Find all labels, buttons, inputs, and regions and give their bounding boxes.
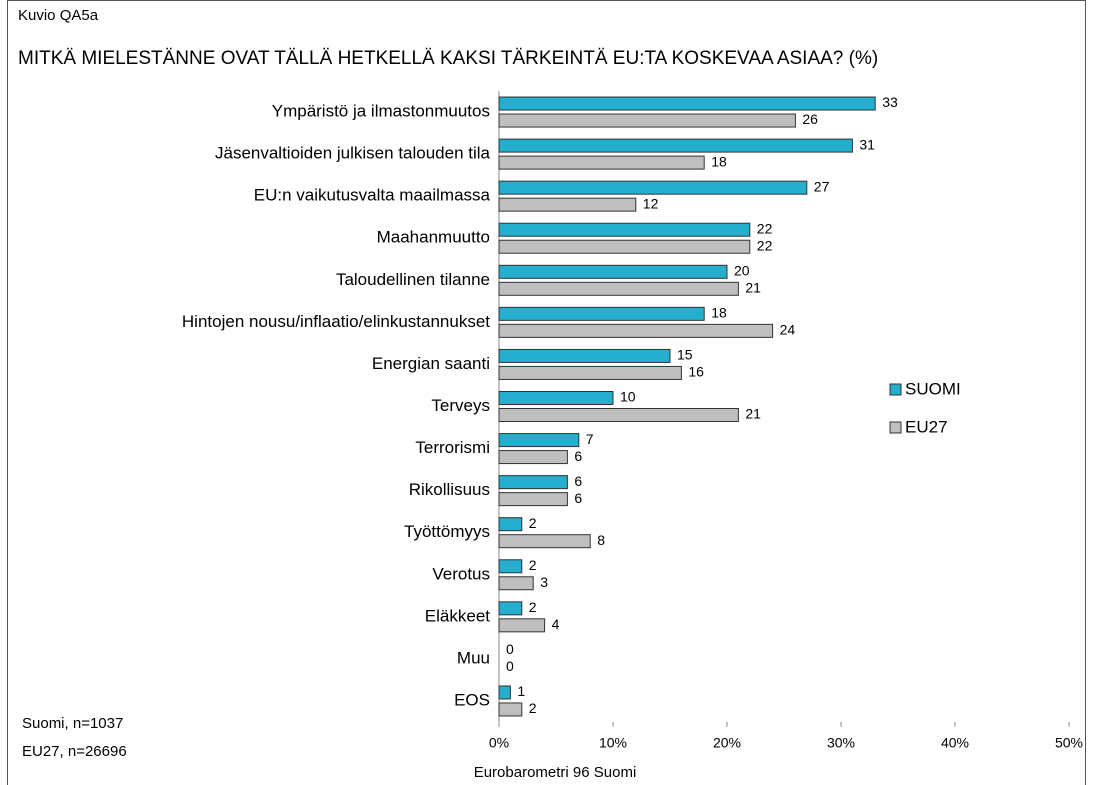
bar xyxy=(498,559,523,574)
category-label: Terveys xyxy=(431,396,490,415)
value-label: 2 xyxy=(529,700,537,716)
bar xyxy=(498,180,808,195)
bar xyxy=(498,96,876,111)
bar xyxy=(498,534,591,549)
bar xyxy=(498,408,739,422)
category-label: Terrorismi xyxy=(415,438,490,457)
x-tick-label: 50% xyxy=(1055,735,1083,751)
bar xyxy=(498,475,568,490)
value-label: 3 xyxy=(540,574,548,590)
category-label: Taloudellinen tilanne xyxy=(336,270,490,289)
legend-swatch xyxy=(889,421,902,434)
category-label: Hintojen nousu/inflaatio/elinkustannukse… xyxy=(182,312,490,331)
category-label: Eläkkeet xyxy=(425,606,490,625)
value-label: 18 xyxy=(711,153,727,169)
category-label: EOS xyxy=(454,690,490,709)
bar xyxy=(498,433,580,448)
category-label: Ympäristö ja ilmastonmuutos xyxy=(272,102,490,121)
bar xyxy=(498,264,728,279)
bar xyxy=(498,222,751,237)
bar xyxy=(498,138,853,153)
value-label: 8 xyxy=(597,532,605,548)
bar xyxy=(498,517,523,532)
bar xyxy=(498,618,546,633)
value-label: 0 xyxy=(506,641,514,657)
bar xyxy=(498,281,739,296)
frame xyxy=(7,0,1086,785)
category-label: EU:n vaikutusvalta maailmassa xyxy=(254,186,491,205)
bar xyxy=(498,306,705,321)
bar xyxy=(498,685,511,700)
value-label: 26 xyxy=(802,111,818,127)
note: EU27, n=26696 xyxy=(22,743,127,760)
value-label: 20 xyxy=(734,263,750,279)
bar xyxy=(498,113,796,128)
value-label: 24 xyxy=(780,322,796,338)
x-tick-label: 30% xyxy=(827,735,855,751)
category-label: Jäsenvaltioiden julkisen talouden tila xyxy=(215,144,491,163)
bar xyxy=(498,348,671,363)
value-label: 21 xyxy=(745,406,761,422)
bar xyxy=(498,365,682,380)
value-label: 0 xyxy=(506,658,514,674)
value-label: 15 xyxy=(677,347,693,363)
note: Suomi, n=1037 xyxy=(22,715,123,732)
x-tick-label: 20% xyxy=(713,735,741,751)
legend-swatch xyxy=(889,383,902,396)
bar xyxy=(498,492,568,507)
value-label: 6 xyxy=(574,473,582,489)
figure-label: Kuvio QA5a xyxy=(18,7,99,24)
source: Eurobarometri 96 Suomi xyxy=(474,764,637,781)
bar xyxy=(498,155,705,170)
category-label: Energian saanti xyxy=(372,354,490,373)
value-label: 10 xyxy=(620,389,636,405)
value-label: 12 xyxy=(643,195,659,211)
bar xyxy=(498,239,751,254)
value-label: 16 xyxy=(688,364,704,380)
category-label: Muu xyxy=(457,648,490,667)
value-label: 2 xyxy=(529,557,537,573)
value-label: 7 xyxy=(586,431,594,447)
chart-title: MITKÄ MIELESTÄNNE OVAT TÄLLÄ HETKELLÄ KA… xyxy=(18,48,878,69)
value-label: 2 xyxy=(529,515,537,531)
bar xyxy=(498,391,614,405)
legend-label: EU27 xyxy=(905,417,948,436)
legend-label: SUOMI xyxy=(905,379,961,398)
value-label: 6 xyxy=(574,490,582,506)
bar xyxy=(498,197,637,212)
value-label: 4 xyxy=(552,616,560,632)
category-label: Rikollisuus xyxy=(409,480,490,499)
bar xyxy=(498,601,523,616)
value-label: 6 xyxy=(574,448,582,464)
value-label: 22 xyxy=(757,237,773,253)
value-label: 2 xyxy=(529,599,537,615)
bar xyxy=(498,702,523,717)
category-label: Maahanmuutto xyxy=(377,228,490,247)
bar xyxy=(498,576,534,591)
value-label: 1 xyxy=(517,683,525,699)
value-label: 33 xyxy=(882,94,898,110)
value-label: 27 xyxy=(814,178,830,194)
bar xyxy=(498,323,774,338)
x-tick-label: 10% xyxy=(599,735,627,751)
x-tick-label: 40% xyxy=(941,735,969,751)
value-label: 22 xyxy=(757,220,773,236)
value-label: 21 xyxy=(745,280,761,296)
x-tick-label: 0% xyxy=(489,735,509,751)
value-label: 18 xyxy=(711,305,727,321)
category-label: Työttömyys xyxy=(404,522,490,541)
value-label: 31 xyxy=(859,136,875,152)
bar xyxy=(498,450,568,465)
category-label: Verotus xyxy=(432,564,490,583)
